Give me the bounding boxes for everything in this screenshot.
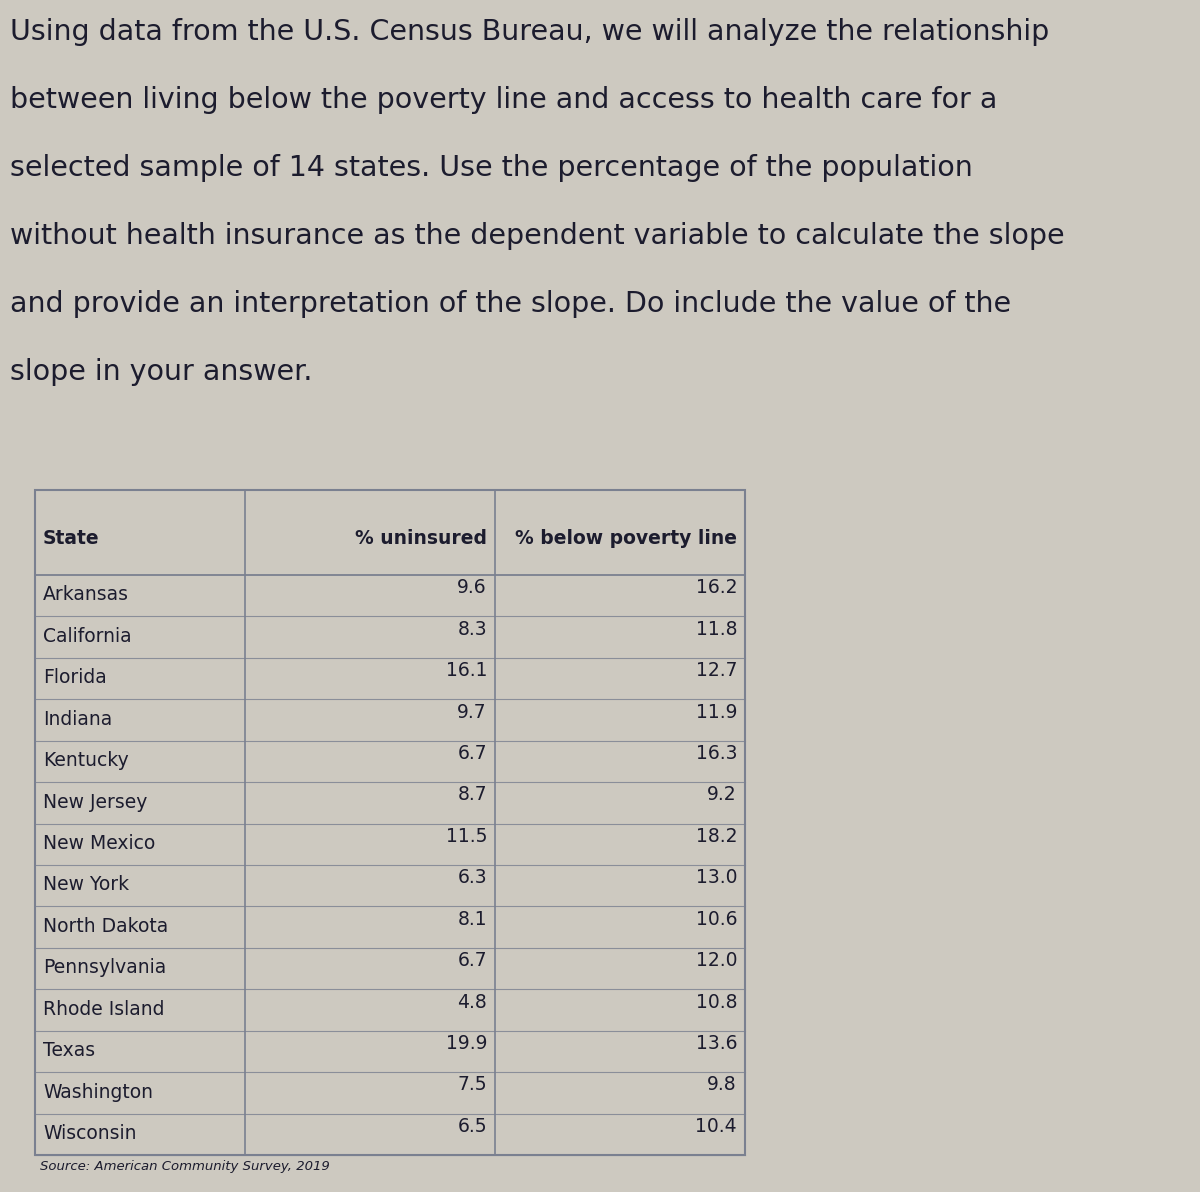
Text: % below poverty line: % below poverty line (515, 528, 737, 547)
Text: and provide an interpretation of the slope. Do include the value of the: and provide an interpretation of the slo… (10, 290, 1012, 318)
Text: 18.2: 18.2 (696, 827, 737, 846)
Text: Pennsylvania: Pennsylvania (43, 958, 167, 977)
Text: Rhode Island: Rhode Island (43, 1000, 164, 1019)
Text: % uninsured: % uninsured (355, 528, 487, 547)
Text: 16.1: 16.1 (445, 662, 487, 681)
Text: 10.8: 10.8 (696, 993, 737, 1012)
Text: Washington: Washington (43, 1082, 154, 1101)
Text: Florida: Florida (43, 669, 107, 688)
Text: Source: American Community Survey, 2019: Source: American Community Survey, 2019 (40, 1160, 330, 1173)
Text: New York: New York (43, 875, 130, 894)
Text: 9.8: 9.8 (707, 1075, 737, 1094)
Text: Using data from the U.S. Census Bureau, we will analyze the relationship: Using data from the U.S. Census Bureau, … (10, 18, 1049, 46)
Text: California: California (43, 627, 132, 646)
Text: slope in your answer.: slope in your answer. (10, 358, 312, 386)
Text: 16.3: 16.3 (696, 744, 737, 763)
Text: 11.9: 11.9 (696, 702, 737, 721)
Text: 4.8: 4.8 (457, 993, 487, 1012)
Text: Wisconsin: Wisconsin (43, 1124, 137, 1143)
Text: 12.0: 12.0 (696, 951, 737, 970)
Text: without health insurance as the dependent variable to calculate the slope: without health insurance as the dependen… (10, 222, 1064, 250)
Text: 16.2: 16.2 (696, 578, 737, 597)
Text: 8.7: 8.7 (457, 786, 487, 805)
Text: 6.7: 6.7 (457, 951, 487, 970)
Text: 13.0: 13.0 (696, 868, 737, 887)
Text: 6.5: 6.5 (457, 1117, 487, 1136)
Text: State: State (43, 528, 100, 547)
Text: 9.6: 9.6 (457, 578, 487, 597)
Text: Texas: Texas (43, 1041, 95, 1060)
Text: 12.7: 12.7 (696, 662, 737, 681)
Text: New Mexico: New Mexico (43, 834, 155, 853)
Text: selected sample of 14 states. Use the percentage of the population: selected sample of 14 states. Use the pe… (10, 154, 973, 182)
Text: 6.3: 6.3 (457, 868, 487, 887)
Text: 11.8: 11.8 (696, 620, 737, 639)
Text: 8.1: 8.1 (457, 909, 487, 929)
Text: 8.3: 8.3 (457, 620, 487, 639)
Text: 11.5: 11.5 (445, 827, 487, 846)
Text: 10.6: 10.6 (696, 909, 737, 929)
Text: New Jersey: New Jersey (43, 793, 148, 812)
Text: 9.2: 9.2 (707, 786, 737, 805)
Text: Kentucky: Kentucky (43, 751, 128, 770)
Text: 6.7: 6.7 (457, 744, 487, 763)
Text: 19.9: 19.9 (445, 1033, 487, 1053)
Text: Indiana: Indiana (43, 709, 113, 728)
Text: between living below the poverty line and access to health care for a: between living below the poverty line an… (10, 86, 997, 114)
Text: North Dakota: North Dakota (43, 917, 168, 936)
Text: 9.7: 9.7 (457, 702, 487, 721)
Text: 7.5: 7.5 (457, 1075, 487, 1094)
Text: 10.4: 10.4 (695, 1117, 737, 1136)
Text: 13.6: 13.6 (696, 1033, 737, 1053)
Text: Arkansas: Arkansas (43, 585, 130, 604)
